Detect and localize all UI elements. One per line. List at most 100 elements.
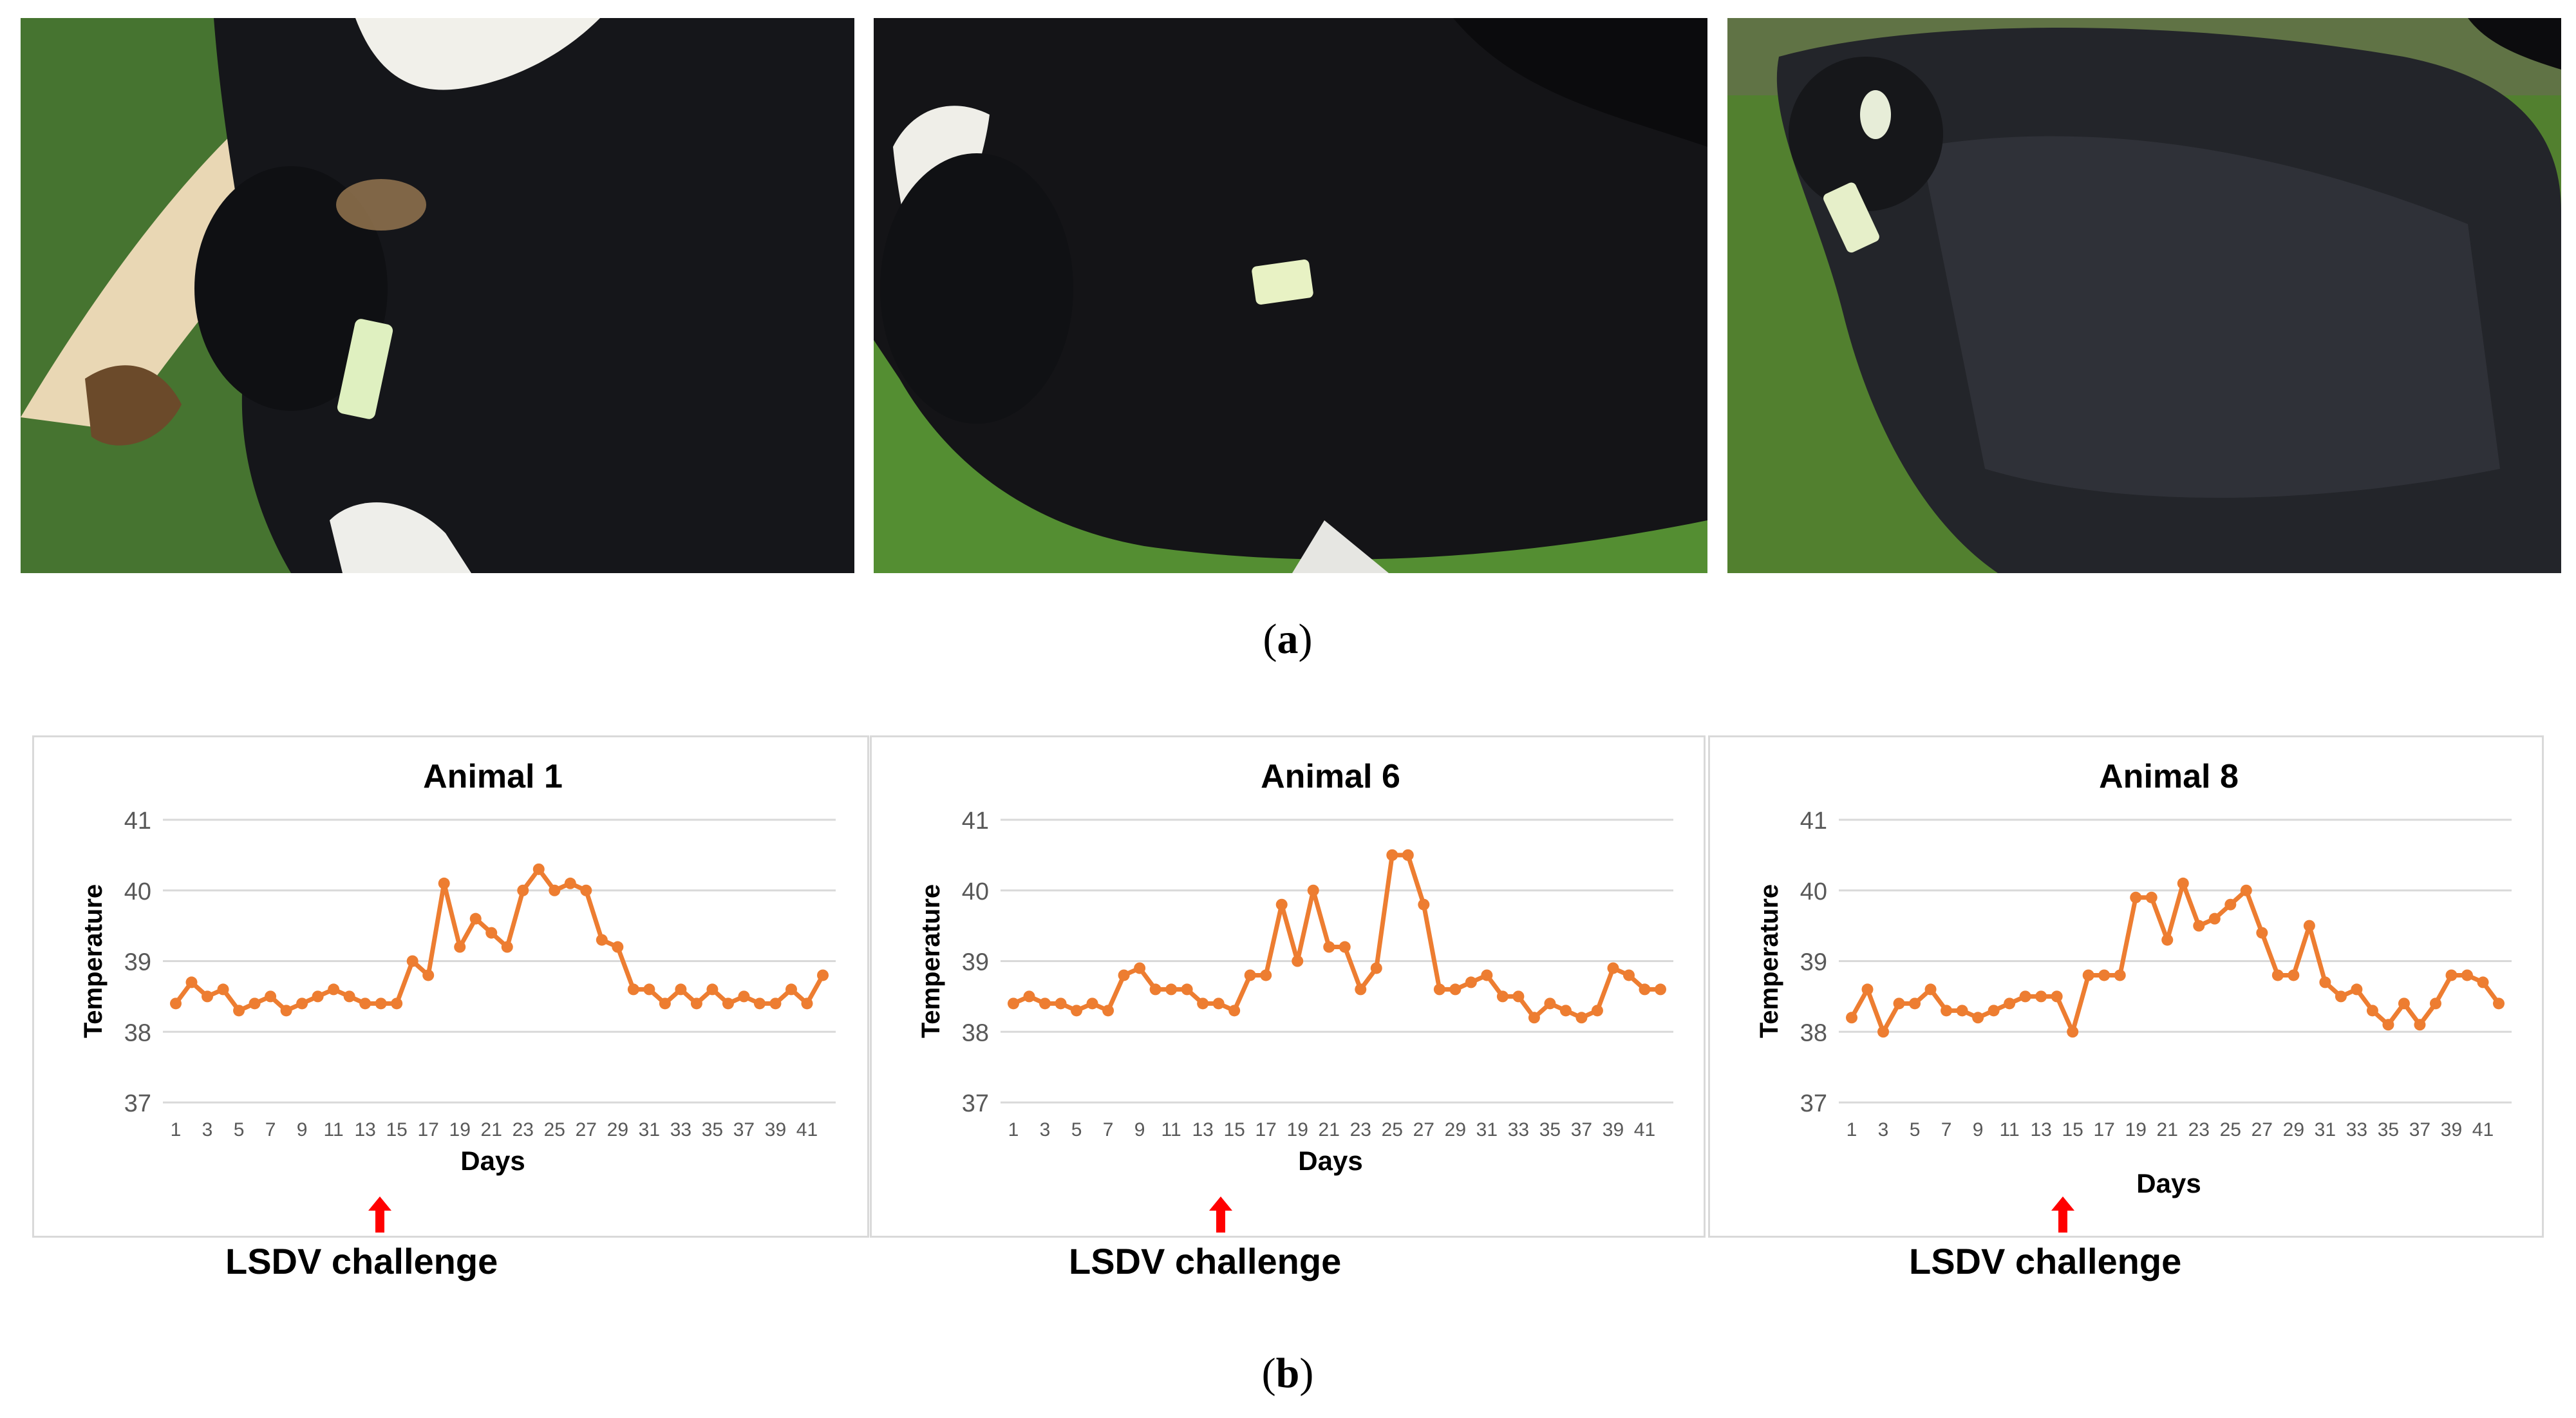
data-point <box>2319 976 2331 988</box>
data-point <box>659 997 671 1010</box>
data-point <box>1988 1005 2000 1017</box>
x-tick-label: 1 <box>1008 1119 1019 1140</box>
data-point <box>1086 997 1098 1010</box>
data-point <box>1323 941 1335 953</box>
x-tick-label: 1 <box>171 1119 182 1140</box>
x-tick-label: 5 <box>1910 1119 1921 1140</box>
data-point <box>1102 1005 1114 1017</box>
x-tick-label: 21 <box>1319 1119 1340 1140</box>
chart-title: Animal 1 <box>423 758 563 795</box>
x-tick-label: 25 <box>544 1119 565 1140</box>
data-point <box>785 983 797 996</box>
data-point <box>2414 1019 2426 1031</box>
x-tick-label: 7 <box>1103 1119 1114 1140</box>
data-point <box>1370 962 1382 974</box>
data-point <box>2161 934 2174 946</box>
x-tick-label: 41 <box>796 1119 818 1140</box>
x-tick-label: 39 <box>1603 1119 1624 1140</box>
x-tick-label: 31 <box>1476 1119 1498 1140</box>
challenge-arrow-icon <box>1209 1196 1232 1233</box>
photo-animal-6 <box>874 18 1707 573</box>
chart-animal-1: Animal 1 37 38 39 40 41 1 3 5 7 9 11 13 15 17 19 21 23 25 2… <box>32 735 869 1238</box>
data-point <box>1402 849 1414 861</box>
data-point <box>2019 990 2031 1003</box>
x-tick-label: 15 <box>386 1119 407 1140</box>
x-tick-label: 25 <box>1382 1119 1403 1140</box>
data-point <box>217 983 229 996</box>
x-tick-label: 15 <box>1223 1119 1245 1140</box>
data-point <box>1877 1026 1890 1038</box>
data-point <box>532 863 545 875</box>
x-tick-label: 3 <box>1878 1119 1889 1140</box>
data-point <box>343 990 355 1003</box>
x-tick-label: 25 <box>2220 1119 2241 1140</box>
x-tick-label: 31 <box>2315 1119 2336 1140</box>
data-point <box>801 997 813 1010</box>
data-point <box>2051 990 2063 1003</box>
panel-label-a: (a) <box>1263 616 1313 663</box>
y-axis-label: Temperature <box>917 884 945 1038</box>
data-point <box>1941 1005 1953 1017</box>
data-point <box>2177 877 2189 889</box>
data-point <box>1418 898 1430 911</box>
data-point <box>280 1005 292 1017</box>
x-tick-label: 19 <box>2125 1119 2147 1140</box>
data-point <box>1292 955 1304 967</box>
data-point <box>2004 997 2016 1010</box>
data-point <box>265 990 277 1003</box>
data-point <box>2067 1026 2079 1038</box>
x-tick-label: 23 <box>2188 1119 2210 1140</box>
y-axis-label: Temperature <box>79 884 108 1038</box>
x-tick-label: 11 <box>1161 1119 1181 1140</box>
data-point <box>1165 983 1178 996</box>
x-tick-label: 19 <box>449 1119 471 1140</box>
y-tick-label: 40 <box>962 878 989 905</box>
data-point <box>817 969 829 981</box>
data-point <box>2477 976 2489 988</box>
data-point <box>2208 912 2221 925</box>
x-tick-label: 19 <box>1287 1119 1308 1140</box>
data-point <box>2366 1005 2378 1017</box>
data-point <box>1575 1012 1588 1024</box>
data-point <box>2288 969 2300 981</box>
x-tick-label: 35 <box>1539 1119 1561 1140</box>
x-tick-label: 3 <box>202 1119 213 1140</box>
data-point <box>249 997 261 1010</box>
x-tick-label: 29 <box>607 1119 628 1140</box>
data-point <box>1465 976 1477 988</box>
panel-label-a-letter: a <box>1277 616 1299 663</box>
y-tick-label: 40 <box>124 878 151 905</box>
data-point <box>2303 920 2315 932</box>
data-point <box>1339 941 1351 953</box>
data-point <box>1149 983 1161 996</box>
x-tick-label: 37 <box>2409 1119 2430 1140</box>
data-point <box>2445 969 2458 981</box>
data-point <box>549 884 561 896</box>
data-point <box>769 997 782 1010</box>
x-tick-label: 13 <box>1192 1119 1213 1140</box>
data-point <box>1118 969 1130 981</box>
data-point <box>391 997 403 1010</box>
x-tick-label: 41 <box>1634 1119 1655 1140</box>
x-tick-label: 9 <box>1134 1119 1145 1140</box>
data-point <box>422 969 435 981</box>
data-point <box>2461 969 2473 981</box>
y-axis-label: Temperature <box>1755 884 1783 1038</box>
data-point <box>1528 1012 1540 1024</box>
data-point <box>722 997 734 1010</box>
x-tick-label: 39 <box>2441 1119 2462 1140</box>
data-point <box>753 997 766 1010</box>
lsdv-challenge-label: LSDV challenge <box>1069 1241 1342 1281</box>
data-point <box>328 983 340 996</box>
data-point <box>1008 997 1019 1010</box>
data-point <box>1449 983 1462 996</box>
x-tick-label: 27 <box>576 1119 597 1140</box>
panel-label-b-letter: b <box>1275 1350 1300 1397</box>
x-axis-label: Days <box>1298 1146 1362 1176</box>
data-point <box>1275 898 1288 911</box>
series-line <box>1012 853 1660 1020</box>
data-point <box>202 990 214 1003</box>
x-tick-label: 37 <box>733 1119 755 1140</box>
x-tick-label: 7 <box>265 1119 276 1140</box>
x-tick-label: 1 <box>1847 1119 1857 1140</box>
